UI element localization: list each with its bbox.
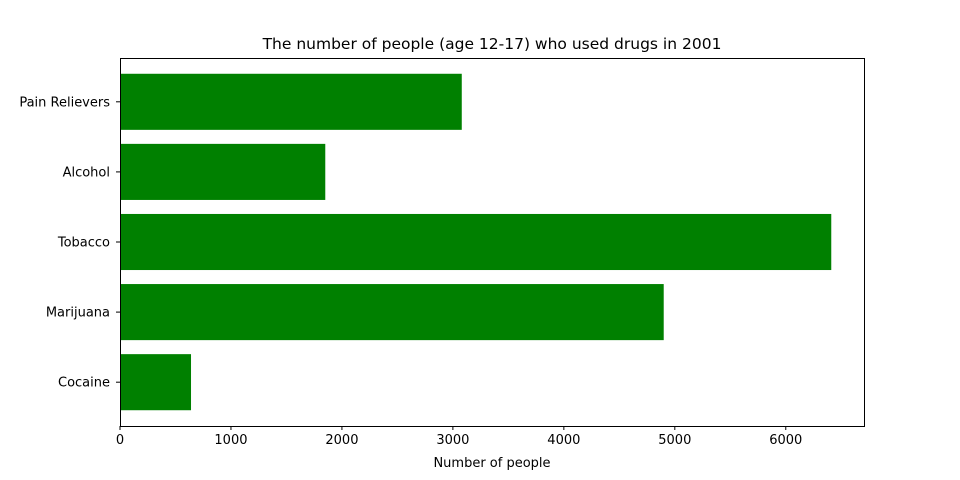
x-tick-label: 4000 <box>547 433 580 448</box>
y-tick-label: Marijuana <box>46 306 110 321</box>
x-tick-label: 5000 <box>658 433 691 448</box>
bar-marijuana <box>120 284 664 341</box>
x-axis-label: Number of people <box>433 456 550 471</box>
chart-title: The number of people (age 12-17) who use… <box>262 35 722 53</box>
y-axis: Cocaine Marijuana Tobacco Alcohol Pain Relie… <box>19 95 120 391</box>
x-tick-label: 6000 <box>769 433 802 448</box>
x-axis: 0 1000 2000 3000 4000 5000 6000 <box>116 426 802 448</box>
plot-frame <box>120 58 865 427</box>
y-tick-label: Pain Relievers <box>19 95 110 110</box>
bar-tobacco <box>120 213 832 271</box>
bar-pain-relievers <box>120 73 462 130</box>
bar-alcohol <box>120 143 326 200</box>
y-tick-label: Cocaine <box>58 376 110 391</box>
x-tick-label: 1000 <box>214 433 247 448</box>
x-tick-label: 2000 <box>325 433 358 448</box>
x-tick-label: 0 <box>116 433 124 448</box>
y-tick-label: Alcohol <box>63 165 110 180</box>
y-tick-label: Tobacco <box>57 236 110 251</box>
bar-cocaine <box>120 354 192 411</box>
x-tick-label: 3000 <box>436 433 469 448</box>
bars-layer <box>120 73 832 411</box>
